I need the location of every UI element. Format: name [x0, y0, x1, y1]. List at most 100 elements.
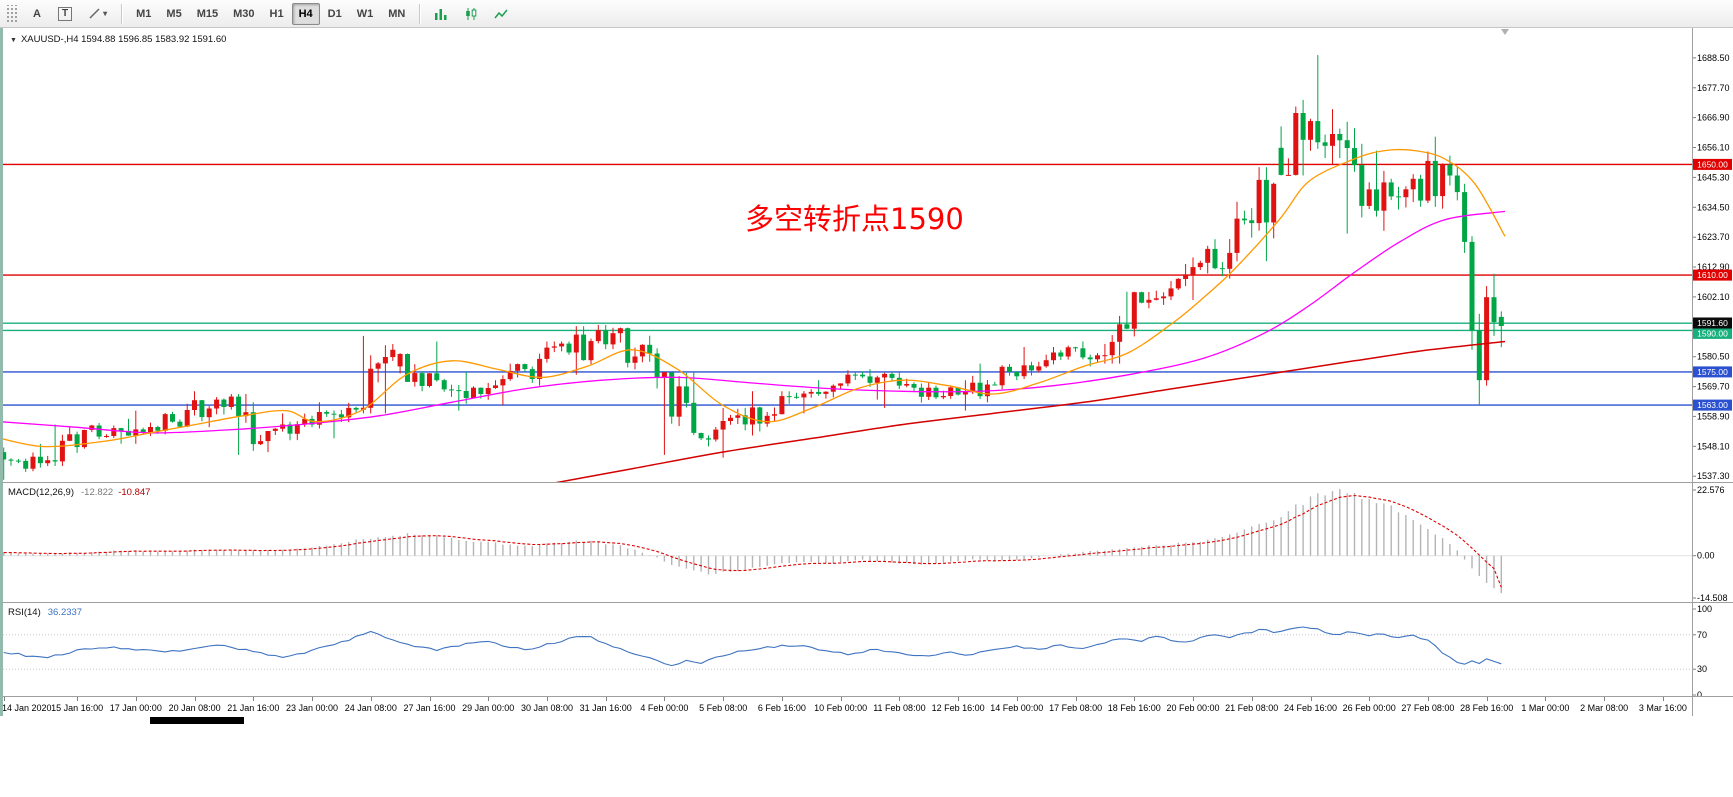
- level-price-label: [1693, 158, 1732, 170]
- time-tick: [1016, 697, 1018, 701]
- price-tick-label: 1688.50: [1697, 53, 1730, 63]
- time-label: 30 Jan 08:00: [520, 703, 574, 713]
- time-tick: [664, 697, 666, 701]
- bar-chart-icon: [435, 8, 447, 20]
- time-label: 14 Jan 2020: [2, 703, 52, 713]
- time-tick: [253, 697, 255, 701]
- time-axis[interactable]: 14 Jan 2020 15 Jan 16:00 17 Jan 00:00 20 Ja…: [0, 696, 1733, 716]
- rsi-tick-label: 100: [1697, 604, 1712, 614]
- svg-text:1563.00: 1563.00: [1697, 400, 1728, 410]
- time-label: 28 Feb 16:00: [1460, 703, 1514, 713]
- timeframe-m15[interactable]: M15: [190, 3, 225, 25]
- toolbar-grip-icon[interactable]: [5, 4, 18, 23]
- price-tick-label: 1558.90: [1697, 411, 1730, 421]
- timeframe-w1[interactable]: W1: [350, 3, 381, 25]
- time-tick: [958, 697, 960, 701]
- time-tick: [1310, 697, 1312, 701]
- macd-tick-label: 0.00: [1697, 551, 1715, 561]
- shapes-tool-button[interactable]: ▾: [81, 3, 114, 25]
- time-label: 4 Feb 00:00: [640, 703, 689, 713]
- timeframe-h4[interactable]: H4: [291, 2, 320, 25]
- price-tick-label: 1548.10: [1697, 441, 1730, 451]
- macd-name: MACD(12,26,9): [8, 487, 74, 498]
- text-label-tool-button[interactable]: A: [25, 3, 49, 25]
- time-label: 17 Jan 00:00: [109, 703, 162, 713]
- toolbar-separator: [419, 3, 421, 24]
- svg-text:1575.00: 1575.00: [1697, 367, 1728, 377]
- time-label: 27 Feb 08:00: [1401, 703, 1455, 713]
- line-chart-type-button[interactable]: [487, 3, 515, 25]
- macd-value: -12.822: [81, 487, 114, 498]
- toolbar-separator: [121, 3, 123, 24]
- timeframe-m30[interactable]: M30: [226, 3, 261, 25]
- time-label: 6 Feb 16:00: [757, 703, 806, 713]
- time-tick: [547, 697, 548, 701]
- level-price-label: [1693, 327, 1732, 339]
- time-tick: [723, 697, 725, 701]
- symbol-ohlc-text: XAUUSD-,H4 1594.88 1596.85 1583.92 1591.…: [20, 34, 227, 45]
- timeframe-m5[interactable]: M5: [159, 3, 188, 25]
- time-label: 2 Mar 08:00: [1580, 703, 1629, 713]
- candlestick-chart-type-button[interactable]: [457, 3, 485, 25]
- price-tick-label: 1623.70: [1697, 232, 1730, 242]
- macd-panel[interactable]: 22.576 0.00 -14.508: [0, 482, 1733, 602]
- time-label: 23 Jan 00:00: [285, 703, 339, 713]
- moving-averages: [0, 148, 1506, 482]
- svg-text:1591.60: 1591.60: [1697, 318, 1728, 328]
- timeframe-mn[interactable]: MN: [381, 3, 412, 25]
- price-axis-divider: [1692, 28, 1693, 716]
- time-label: 21 Feb 08:00: [1225, 703, 1279, 713]
- price-tick-label: 1677.70: [1697, 83, 1730, 93]
- time-label: 15 Jan 16:00: [51, 703, 104, 713]
- chart-expander-icon[interactable]: ▼: [10, 37, 17, 44]
- time-tick: [1486, 697, 1488, 701]
- price-tick-label: 1645.30: [1697, 172, 1730, 182]
- window-edge: [0, 28, 3, 716]
- time-tick: [1193, 697, 1194, 701]
- timeframe-d1[interactable]: D1: [321, 3, 349, 25]
- price-tick-label: 1666.90: [1697, 113, 1730, 123]
- time-tick: [1662, 697, 1664, 701]
- text-box-tool-button[interactable]: T: [51, 3, 79, 25]
- rsi-label: RSI(14) 36.2337: [8, 607, 82, 618]
- macd-signal-line: [3, 494, 1502, 588]
- chart-title: ▼ XAUUSD-,H4 1594.88 1596.85 1583.92 1591…: [10, 34, 226, 45]
- time-tick: [429, 697, 431, 701]
- time-tick: [1369, 697, 1371, 701]
- svg-text:1610.00: 1610.00: [1697, 270, 1728, 280]
- ma-slow-line: [555, 340, 1506, 482]
- rsi-line: [3, 626, 1502, 667]
- time-label: 5 Feb 08:00: [699, 703, 748, 713]
- bar-chart-type-button[interactable]: [427, 3, 455, 25]
- current-price-label: [1693, 317, 1732, 329]
- level-price-label: [1693, 269, 1732, 281]
- macd-histogram: [3, 489, 1503, 594]
- price-tick-label: 1537.30: [1697, 471, 1730, 481]
- rsi-tick-label: 30: [1697, 664, 1707, 674]
- chart-shift-marker: [1501, 29, 1509, 35]
- timeframe-h1[interactable]: H1: [263, 3, 291, 25]
- chart-annotation[interactable]: 多空转折点1590: [745, 202, 964, 236]
- time-label: 20 Jan 08:00: [168, 703, 221, 713]
- price-tick-label: 1580.50: [1697, 352, 1730, 362]
- time-tick: [1075, 697, 1077, 701]
- rsi-panel[interactable]: 100 70 30 0: [0, 602, 1733, 696]
- time-tick: [3, 697, 5, 701]
- timeframe-m1[interactable]: M1: [129, 3, 158, 25]
- time-label: 27 Jan 16:00: [403, 703, 456, 713]
- time-tick: [77, 697, 79, 701]
- price-axis[interactable]: 1688.50 1677.70 1666.90 1656.10 1645.30 1634.…: [1692, 53, 1732, 481]
- toolbar: A T ▾ M1 M5 M15 M30 H1 H4 D1 W1 MN: [0, 0, 1733, 28]
- trendline-icon: [89, 8, 100, 19]
- time-tick: [1134, 697, 1136, 701]
- time-label: 26 Feb 00:00: [1342, 703, 1396, 713]
- time-tick: [781, 697, 783, 701]
- rsi-tick-label: 0: [1697, 690, 1702, 696]
- macd-tick-label: 22.576: [1697, 485, 1725, 495]
- price-tick-label: 1602.10: [1697, 292, 1730, 302]
- main-chart-panel[interactable]: 1688.50 1677.70 1666.90 1656.10 1645.30 1634.…: [0, 28, 1733, 482]
- time-label: 17 Feb 08:00: [1049, 703, 1103, 713]
- time-tick: [1545, 697, 1547, 701]
- time-label: 14 Feb 00:00: [990, 703, 1044, 713]
